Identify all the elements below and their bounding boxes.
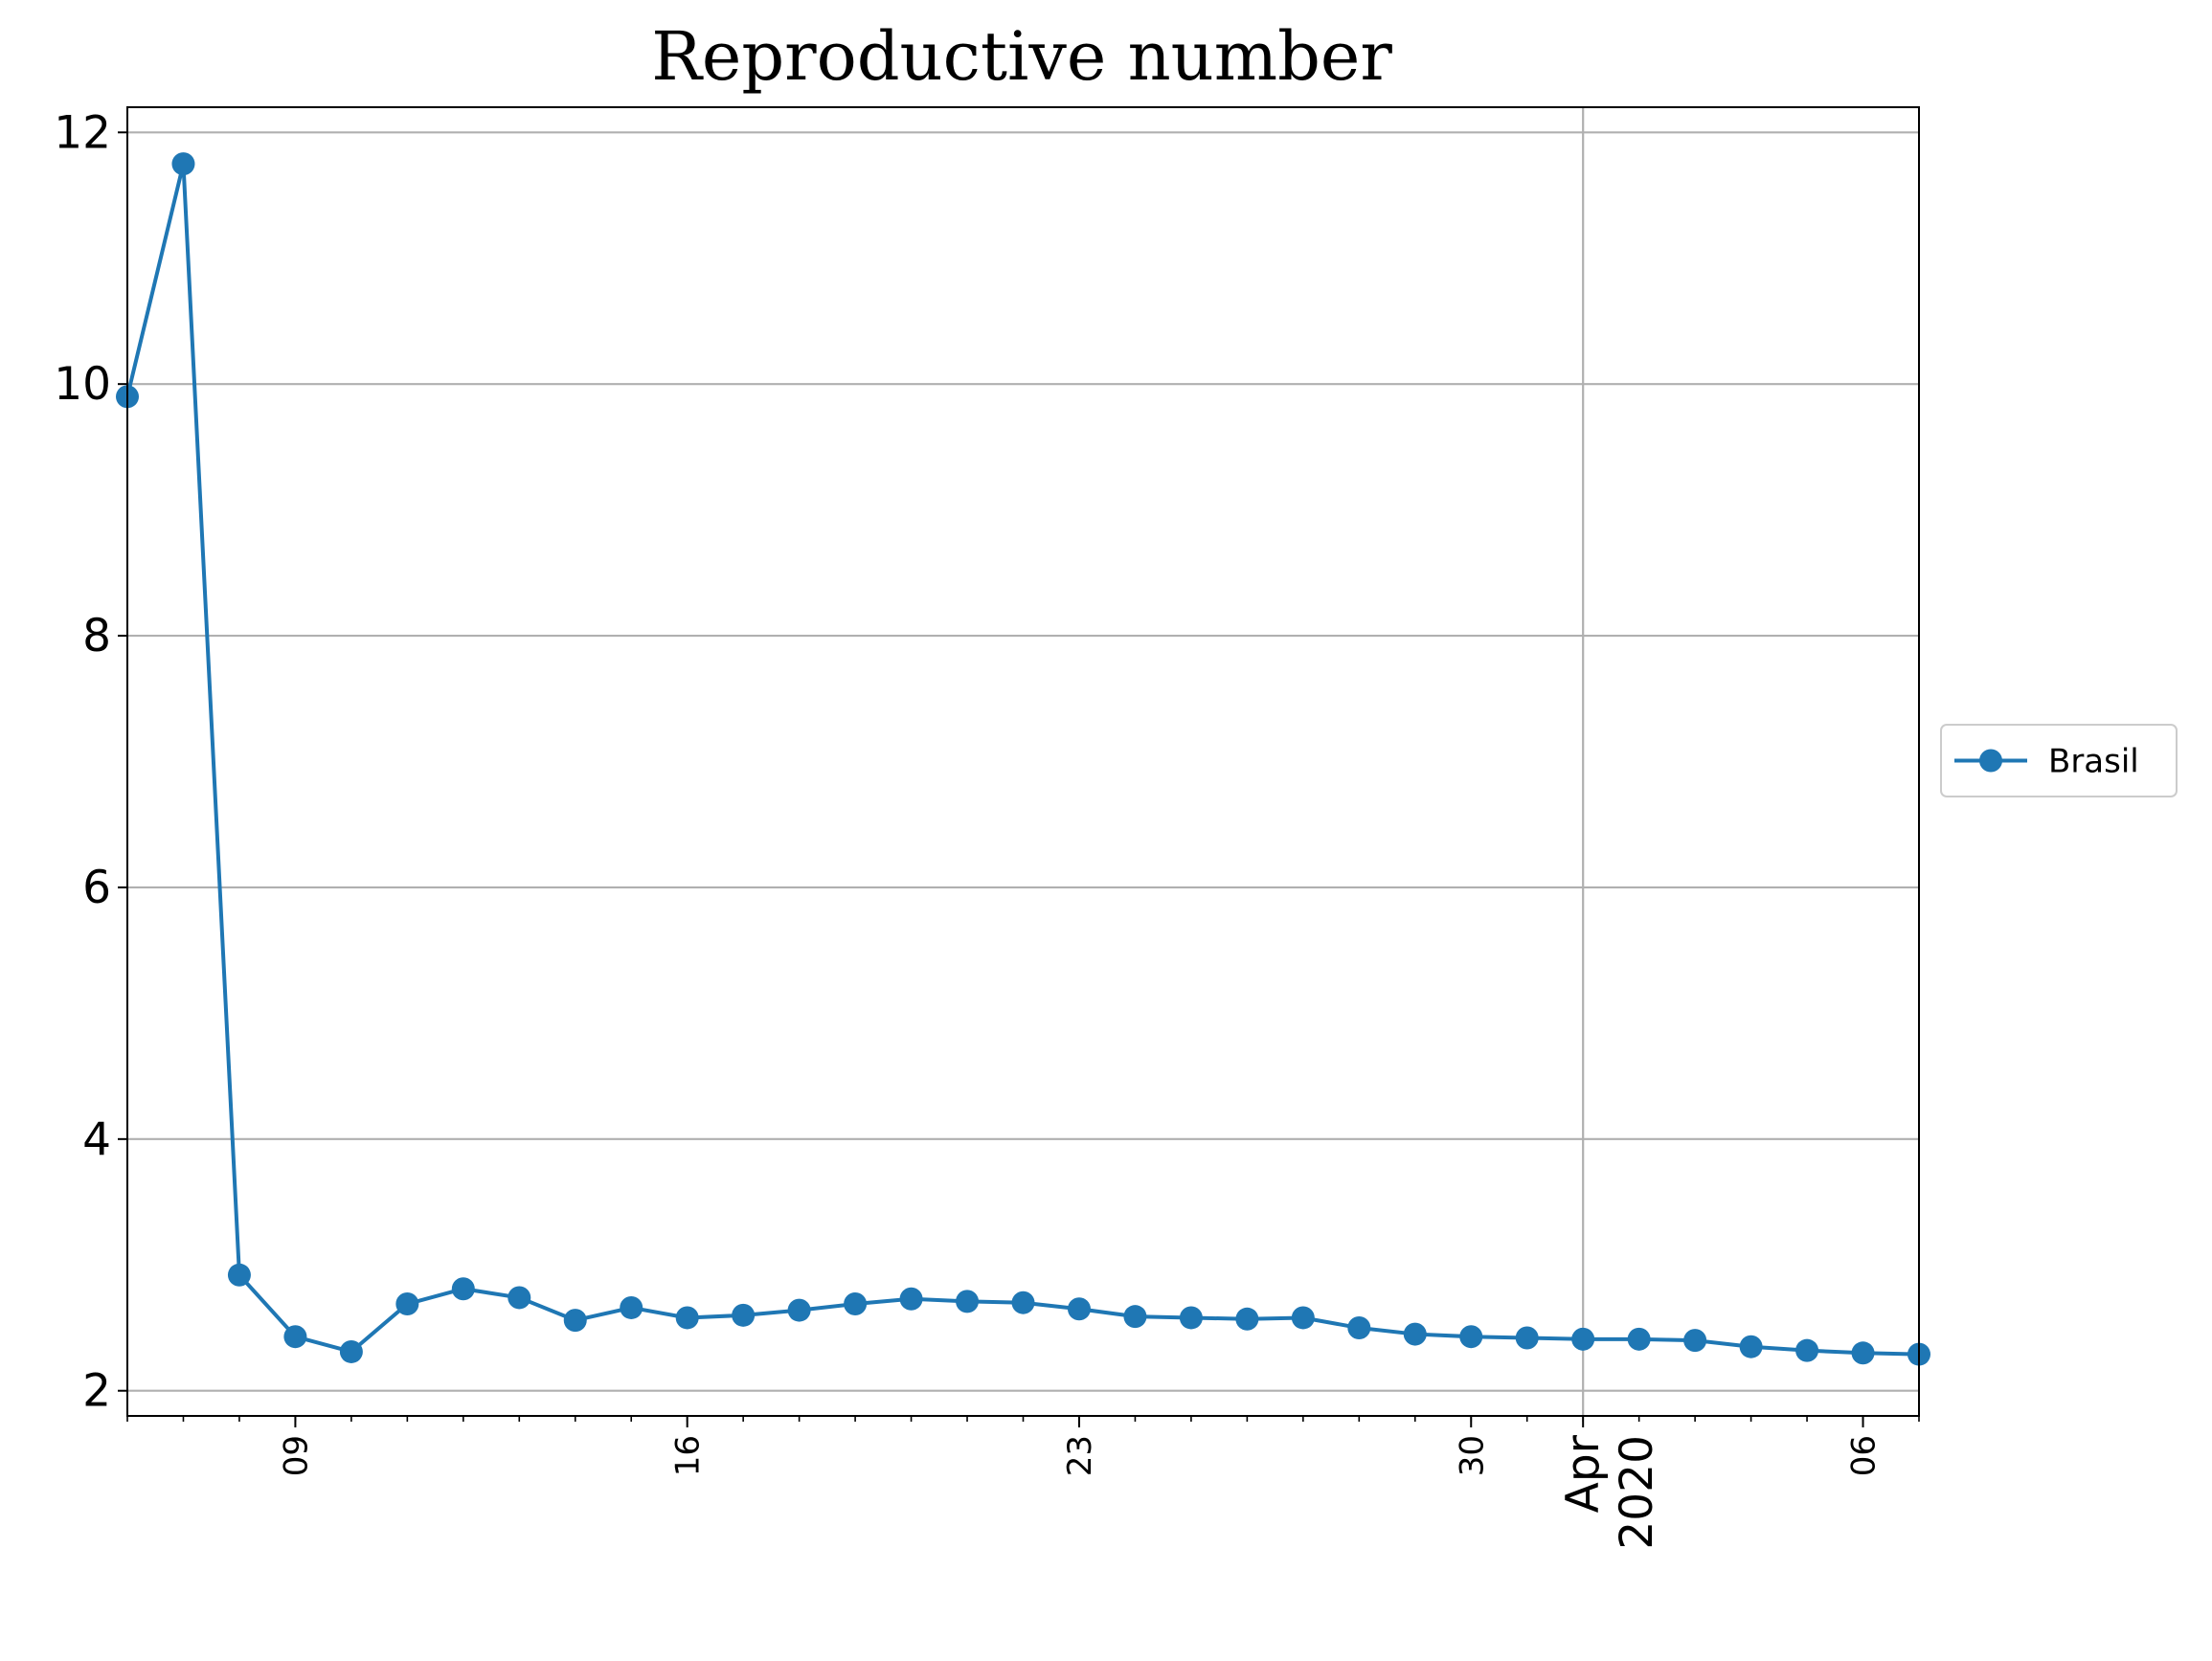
data-point [1515,1326,1539,1350]
legend-label: Brasil [2048,743,2139,781]
data-point [1179,1306,1203,1330]
data-point [1403,1322,1427,1346]
series-line-brasil [125,162,1920,1357]
data-point [1571,1327,1595,1351]
x-tick-label: 23 [1061,1435,1099,1476]
data-point [395,1292,419,1316]
data-point [1067,1297,1091,1321]
x-tick-label: 06 [1845,1435,1884,1476]
data-point [1011,1291,1035,1314]
legend: Brasil [1940,724,2178,797]
y-tick-label: 8 [82,610,111,662]
data-point [1291,1306,1315,1330]
data-point [171,152,195,176]
data-point [1627,1327,1651,1351]
chart-title: Reproductive number [651,17,1392,96]
legend-box [1940,724,2178,797]
data-point [675,1306,699,1330]
y-tick-label: 4 [82,1113,111,1166]
data-point [1235,1307,1259,1331]
y-tick-label: 12 [54,106,111,159]
data-point [1795,1338,1819,1362]
data-point [283,1325,307,1349]
data-point [899,1287,923,1311]
y-tick-label: 2 [82,1365,111,1418]
data-point [563,1309,587,1333]
data-point [1683,1329,1707,1353]
data-point [732,1303,756,1327]
x-year-label: 2020 [1611,1435,1663,1550]
data-point [620,1295,643,1319]
data-point [844,1292,868,1316]
x-tick-label: 09 [277,1435,315,1476]
legend-marker [1979,749,2002,773]
y-tick-label: 6 [82,862,111,914]
data-point [1459,1325,1483,1349]
data-point [956,1290,980,1313]
axes-layer: 2 4 6 8 10 12 09 16 23 30 06 Apr 2020 [54,106,1920,1550]
data-point [1739,1335,1763,1358]
data-point [451,1277,475,1301]
data-point [227,1263,251,1287]
series-layer [116,152,1930,1366]
x-tick-label: 30 [1453,1435,1491,1476]
grid-layer [127,107,1919,1416]
x-month-label: Apr [1557,1434,1610,1513]
x-tick-label: 16 [669,1435,708,1476]
data-point [1851,1341,1875,1365]
data-point [1123,1305,1147,1329]
plot-frame [126,106,1920,1417]
data-point [787,1298,811,1322]
data-point [1347,1315,1371,1339]
y-tick-label: 10 [54,358,111,411]
data-point [339,1339,363,1363]
data-point [508,1286,531,1310]
